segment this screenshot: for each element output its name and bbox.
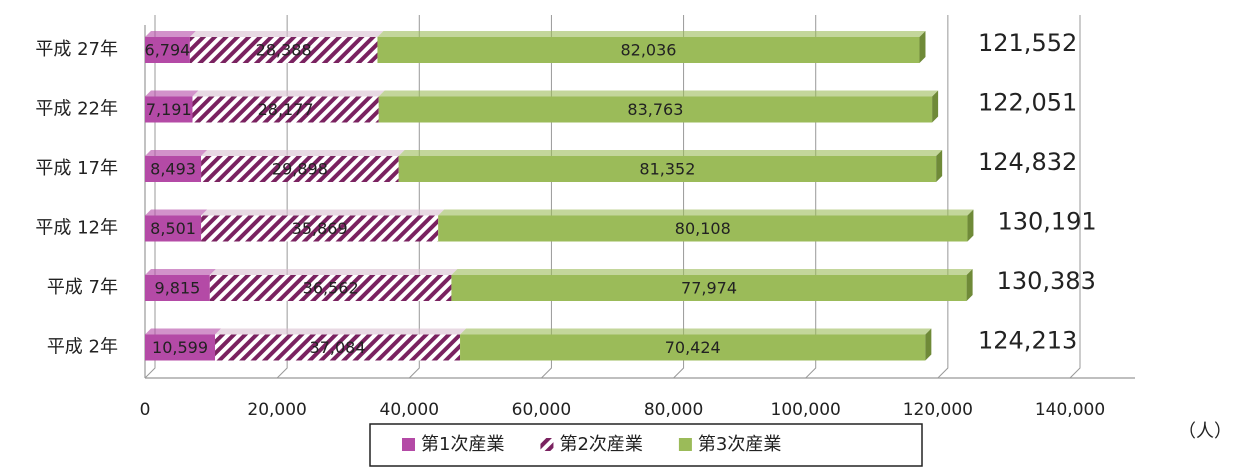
grid-line bbox=[541, 15, 552, 379]
x-tick-label: 120,000 bbox=[903, 400, 973, 420]
data-label: 37,084 bbox=[310, 338, 366, 357]
bar-side bbox=[932, 90, 939, 123]
bar bbox=[215, 334, 461, 361]
bar-top bbox=[145, 209, 208, 216]
bar-top bbox=[145, 31, 196, 37]
x-tick-label: 0 bbox=[140, 400, 151, 420]
bar-side bbox=[919, 31, 926, 63]
bar-top bbox=[201, 150, 405, 156]
bar bbox=[145, 156, 202, 182]
grid-line bbox=[276, 15, 288, 379]
data-label: 80,108 bbox=[675, 219, 731, 238]
bar-top bbox=[145, 328, 222, 335]
data-label: 10,599 bbox=[152, 338, 208, 357]
legend-label: 第1次産業 bbox=[421, 434, 504, 455]
total-label: 124,832 bbox=[978, 148, 1077, 176]
bar-side bbox=[925, 328, 932, 361]
total-label: 124,213 bbox=[978, 327, 1077, 355]
legend-label: 第2次産業 bbox=[559, 434, 642, 455]
total-label: 122,051 bbox=[978, 89, 1077, 117]
bar-top bbox=[398, 150, 943, 156]
data-label: 28,388 bbox=[256, 41, 312, 60]
bar-top bbox=[145, 150, 208, 156]
bar bbox=[377, 37, 920, 63]
bar-top bbox=[209, 269, 458, 275]
total-label: 130,383 bbox=[997, 267, 1096, 295]
bar bbox=[192, 96, 379, 123]
bar bbox=[209, 275, 452, 301]
bar bbox=[145, 96, 193, 123]
bar bbox=[201, 215, 439, 242]
y-tick-label: 平成 27年 bbox=[35, 39, 118, 60]
x-tick-label: 40,000 bbox=[380, 400, 439, 420]
bar-side bbox=[966, 269, 973, 301]
bar-top bbox=[460, 328, 932, 335]
data-label: 6,794 bbox=[145, 41, 191, 60]
data-label: 82,036 bbox=[620, 41, 676, 60]
bar-top bbox=[189, 31, 384, 37]
data-label: 8,493 bbox=[150, 160, 196, 179]
data-label: 81,352 bbox=[639, 160, 695, 179]
bar bbox=[201, 156, 399, 182]
x-tick-label: 60,000 bbox=[512, 400, 571, 420]
data-label: 70,424 bbox=[665, 338, 721, 357]
data-label: 9,815 bbox=[155, 279, 201, 298]
bar-top bbox=[201, 209, 445, 216]
y-tick-label: 平成 12年 bbox=[35, 218, 118, 239]
x-tick-label: 100,000 bbox=[771, 400, 841, 420]
legend-swatch bbox=[678, 438, 692, 451]
bar-top bbox=[451, 269, 973, 275]
bar bbox=[378, 96, 933, 123]
bar bbox=[145, 215, 202, 242]
y-tick-label: 平成 2年 bbox=[47, 337, 118, 358]
bar bbox=[145, 275, 210, 301]
grid-line bbox=[805, 15, 817, 379]
legend-box bbox=[369, 423, 923, 467]
bar bbox=[460, 334, 926, 361]
y-tick-label: 平成 7年 bbox=[47, 277, 118, 298]
x-tick-label: 80,000 bbox=[644, 400, 703, 420]
bar-top bbox=[378, 90, 939, 97]
bar bbox=[438, 215, 968, 242]
x-tick-label: 140,000 bbox=[1035, 400, 1105, 420]
y-tick-label: 平成 17年 bbox=[35, 158, 118, 179]
bar-top bbox=[438, 209, 974, 216]
x-tick-label: 20,000 bbox=[247, 400, 306, 420]
bar bbox=[145, 334, 216, 361]
grid-line bbox=[937, 15, 949, 379]
bar bbox=[189, 37, 378, 63]
grid-line bbox=[673, 15, 685, 379]
bar-top bbox=[145, 269, 216, 275]
bar bbox=[398, 156, 937, 182]
total-label: 121,552 bbox=[978, 29, 1077, 57]
data-label: 29,898 bbox=[272, 160, 328, 179]
data-label: 8,501 bbox=[150, 219, 196, 238]
data-label: 35,869 bbox=[292, 219, 348, 238]
total-label: 130,191 bbox=[997, 208, 1096, 236]
legend-swatch bbox=[402, 438, 415, 451]
bar-side bbox=[967, 209, 974, 242]
bar-top bbox=[215, 328, 467, 335]
data-label: 83,763 bbox=[627, 100, 683, 119]
y-tick-label: 平成 22年 bbox=[35, 99, 118, 120]
data-label: 28,177 bbox=[258, 100, 314, 119]
bar bbox=[145, 37, 190, 63]
bar bbox=[451, 275, 967, 301]
legend-swatch bbox=[540, 438, 554, 451]
bar-top bbox=[145, 90, 199, 97]
bar-top bbox=[377, 31, 926, 37]
data-label: 77,974 bbox=[681, 279, 737, 298]
grid-line bbox=[144, 15, 156, 379]
legend-label: 第3次産業 bbox=[698, 434, 781, 455]
bar-side bbox=[936, 150, 943, 182]
grid-line bbox=[408, 15, 420, 379]
grid-line bbox=[1069, 15, 1081, 379]
unit-label: （人） bbox=[1178, 421, 1232, 442]
bar-top bbox=[192, 90, 385, 97]
data-label: 7,191 bbox=[146, 100, 192, 119]
data-label: 36,562 bbox=[303, 279, 359, 298]
